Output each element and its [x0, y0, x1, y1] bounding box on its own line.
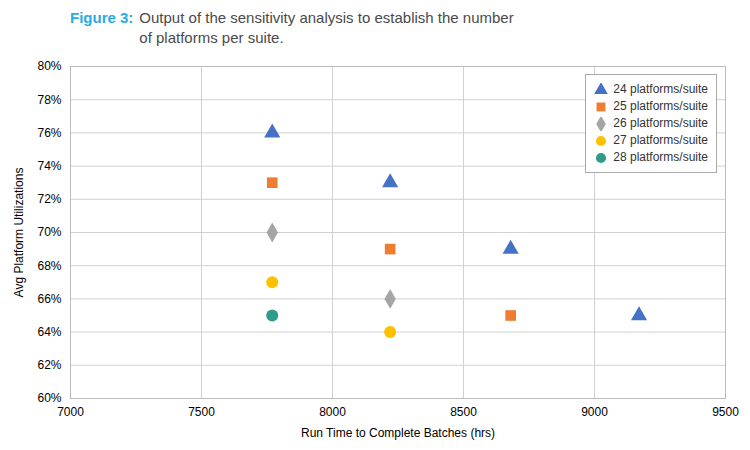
svg-text:Run Time to Complete Batches (: Run Time to Complete Batches (hrs) — [301, 426, 495, 440]
html-text:Figure 3: Output of the sensit: Figure 3: Output of the sensitivity anal… — [70, 9, 514, 46]
svg-text:70%: 70% — [37, 225, 61, 239]
svg-text:64%: 64% — [37, 325, 61, 339]
svg-text:9500: 9500 — [712, 405, 739, 419]
svg-text:7000: 7000 — [57, 405, 84, 419]
svg-text:Avg Platform Utilizations: Avg Platform Utilizations — [12, 168, 26, 298]
svg-text:66%: 66% — [37, 292, 61, 306]
svg-text:74%: 74% — [37, 159, 61, 173]
svg-text:80%: 80% — [37, 59, 61, 73]
svg-text:78%: 78% — [37, 93, 61, 107]
svg-text:8000: 8000 — [319, 405, 346, 419]
svg-text:7500: 7500 — [188, 405, 215, 419]
html-text:28 platforms/suite: 28 platforms/suite — [613, 150, 708, 164]
svg-text:68%: 68% — [37, 259, 61, 273]
svg-text:8500: 8500 — [450, 405, 477, 419]
svg-text:62%: 62% — [37, 358, 61, 372]
html-text:27 platforms/suite: 27 platforms/suite — [613, 133, 708, 147]
svg-text:72%: 72% — [37, 192, 61, 206]
svg-text:9000: 9000 — [581, 405, 608, 419]
html-text:26 platforms/suite: 26 platforms/suite — [613, 116, 708, 130]
html-text:24 platforms/suite: 24 platforms/suite — [613, 82, 708, 96]
html-text:25 platforms/suite: 25 platforms/suite — [613, 99, 708, 113]
svg-text:60%: 60% — [37, 391, 61, 405]
svg-text:76%: 76% — [37, 126, 61, 140]
